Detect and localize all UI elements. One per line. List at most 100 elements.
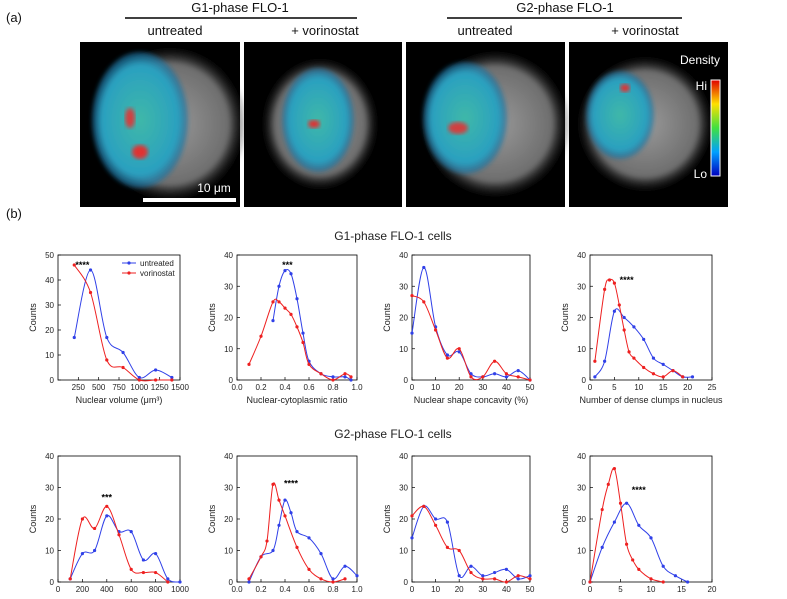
data-point (516, 375, 520, 379)
scale-label: 10 μm (197, 181, 231, 195)
data-point (88, 268, 93, 272)
data-point (121, 350, 125, 355)
x-tick-label: 0 (56, 585, 61, 594)
data-point (170, 375, 174, 380)
x-tick-label: 500 (92, 383, 106, 392)
data-point (434, 523, 438, 527)
micrograph (244, 42, 402, 207)
y-tick-label: 40 (224, 251, 233, 260)
y-tick-label: 30 (45, 301, 54, 310)
x-axis-label: Nuclear volume (μm³) (76, 395, 163, 405)
series-line (589, 467, 664, 583)
data-point (603, 287, 607, 291)
data-point (72, 335, 76, 340)
x-tick-label: 1500 (171, 383, 189, 392)
y-tick-label: 0 (404, 578, 409, 587)
y-tick-label: 0 (229, 578, 234, 587)
y-tick-label: 20 (224, 515, 233, 524)
plot-frame (589, 254, 713, 381)
data-point (105, 335, 109, 340)
column-title: untreated (148, 23, 203, 38)
data-point (283, 514, 287, 518)
data-point (481, 577, 485, 581)
data-point (141, 558, 145, 562)
data-point (661, 362, 665, 366)
y-axis-label: Counts (207, 303, 217, 332)
data-point (622, 328, 626, 332)
column-title: + vorinostat (611, 23, 679, 38)
y-tick-label: 0 (50, 578, 55, 587)
x-tick-label: 0.4 (279, 585, 291, 594)
y-tick-label: 10 (399, 547, 408, 556)
data-point (445, 520, 449, 524)
data-point (637, 523, 641, 527)
data-point (661, 564, 665, 568)
data-point (289, 272, 293, 276)
row-title: G1-phase FLO-1 cells (334, 229, 451, 243)
data-point (271, 319, 275, 323)
y-tick-label: 20 (577, 515, 586, 524)
y-tick-label: 50 (45, 251, 54, 260)
data-point (307, 567, 311, 572)
data-point (80, 517, 84, 521)
data-point (247, 362, 251, 366)
y-tick-label: 40 (399, 452, 408, 461)
x-tick-label: 1000 (171, 585, 189, 594)
data-point (434, 517, 438, 521)
y-tick-label: 30 (399, 282, 408, 291)
data-point (504, 372, 508, 376)
data-point (295, 297, 299, 301)
y-tick-label: 20 (399, 515, 408, 524)
data-point (528, 378, 532, 382)
y-axis-label: Counts (382, 504, 392, 533)
series-line (411, 295, 531, 381)
data-point (422, 504, 426, 508)
chart: 0.00.20.40.60.81.0010203040Nuclear-cytop… (207, 452, 363, 599)
data-point (343, 372, 347, 376)
data-point (612, 281, 617, 285)
x-tick-label: 20 (455, 585, 464, 594)
x-tick-label: 0.0 (231, 383, 243, 392)
significance: **** (284, 479, 299, 489)
x-tick-label: 10 (431, 585, 440, 594)
significance: **** (75, 260, 90, 270)
data-point (80, 552, 84, 556)
data-point (504, 580, 508, 584)
series-line (594, 278, 684, 378)
column-title: untreated (458, 23, 513, 38)
data-point (612, 520, 617, 524)
x-tick-label: 20 (455, 383, 464, 392)
series-line (411, 505, 531, 580)
x-axis-label: Number of dense clumps in nucleus (579, 395, 723, 405)
data-point (469, 570, 473, 575)
x-tick-label: 40 (502, 383, 511, 392)
x-tick-label: 1000 (130, 383, 148, 392)
data-point (493, 372, 497, 376)
data-point (637, 567, 641, 572)
series-line (272, 268, 352, 381)
y-tick-label: 10 (224, 345, 233, 354)
x-tick-label: 0.0 (231, 585, 243, 594)
data-point (307, 536, 311, 540)
data-point (105, 504, 109, 508)
x-tick-label: 200 (76, 585, 90, 594)
data-point (105, 358, 109, 362)
micrograph (569, 42, 728, 207)
data-point (457, 350, 461, 354)
series-line (73, 264, 172, 382)
x-tick-label: 20 (683, 383, 692, 392)
colorbar-high: Hi (696, 79, 707, 93)
data-point (593, 359, 597, 363)
data-point (673, 574, 678, 578)
data-point (625, 501, 629, 505)
data-point (690, 375, 695, 379)
data-point (410, 294, 414, 298)
data-point (651, 356, 656, 360)
y-tick-label: 10 (399, 345, 408, 354)
data-point (457, 574, 461, 578)
chart: 0 5 10 15 20 25 0 10 20 30 40 Number of dense clump… (560, 251, 723, 405)
series-line (73, 269, 173, 379)
plot-frame (589, 455, 713, 583)
data-point (445, 545, 449, 549)
data-point (247, 580, 251, 584)
